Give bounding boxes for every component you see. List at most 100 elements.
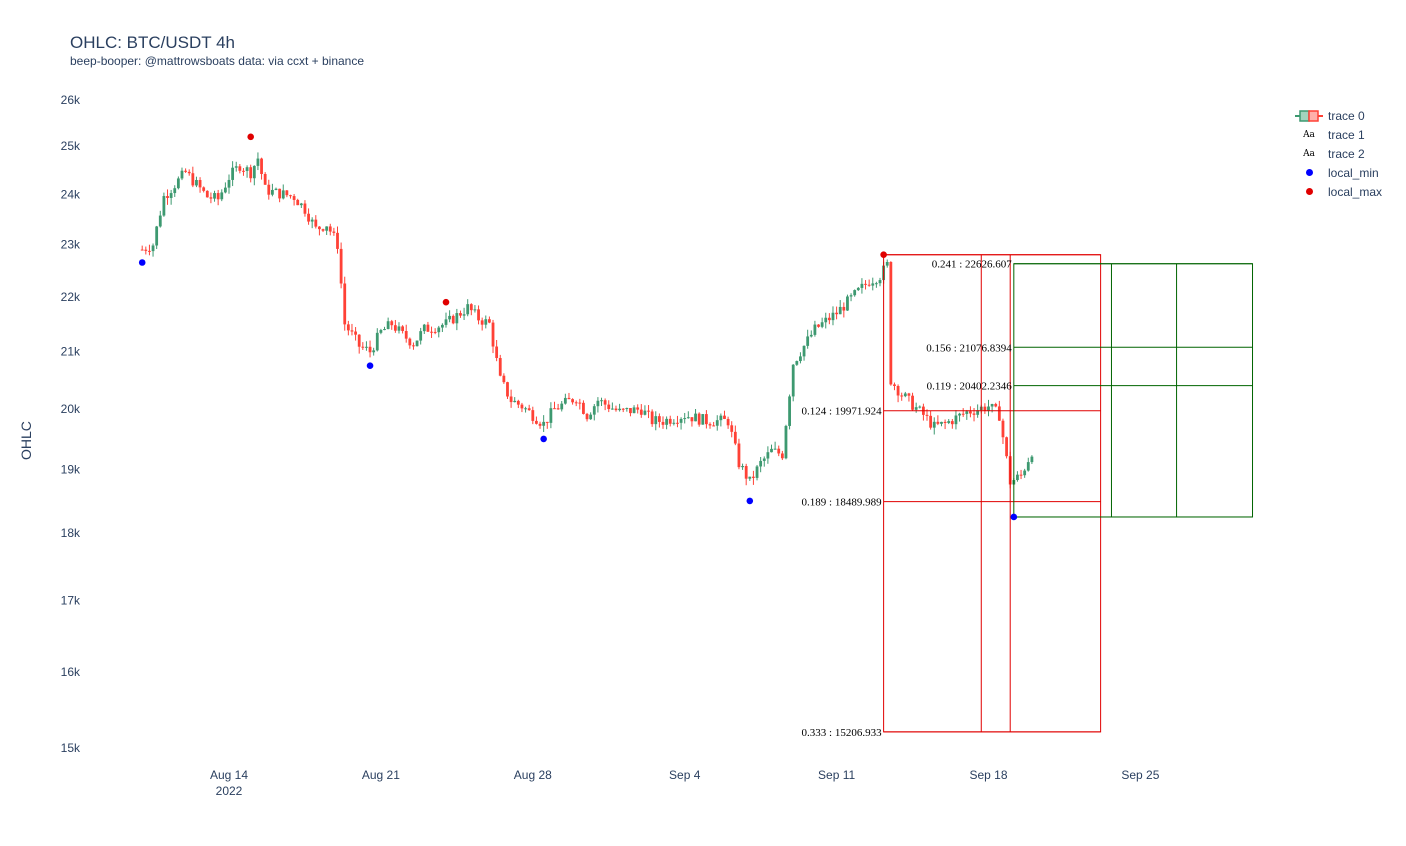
candle-body <box>426 324 430 332</box>
candle-body <box>285 190 289 196</box>
legend[interactable]: trace 0 Aa trace 1 Aa trace 2 local_min … <box>1294 106 1382 201</box>
candle-body <box>885 262 889 266</box>
candle-body <box>216 193 220 200</box>
candle <box>679 417 683 430</box>
dot-icon <box>1294 169 1324 176</box>
candle-body <box>169 193 173 198</box>
candle <box>498 354 502 377</box>
candle-body <box>430 331 433 333</box>
candle-body <box>249 167 253 179</box>
candle <box>853 289 857 297</box>
candle-body <box>983 406 987 411</box>
candle-body <box>245 167 249 171</box>
candle <box>234 161 238 172</box>
candle <box>292 193 296 206</box>
extrema-markers[interactable] <box>138 133 1018 521</box>
x-tick-label: Sep 4 <box>669 768 701 782</box>
candle-body <box>911 395 914 410</box>
candle-body <box>401 326 404 332</box>
candle-body <box>299 203 303 206</box>
candle-body <box>1030 456 1034 463</box>
candle <box>744 463 748 486</box>
candle-body <box>151 245 155 252</box>
legend-item-local-min[interactable]: local_min <box>1294 163 1382 182</box>
candle <box>187 169 191 176</box>
candle-body <box>473 309 477 311</box>
candle <box>256 152 260 171</box>
candle-body <box>158 215 162 227</box>
candle <box>748 476 752 481</box>
candle-body <box>954 415 958 425</box>
candle-body <box>354 331 357 335</box>
candle-body <box>708 424 712 426</box>
candle <box>390 319 394 330</box>
candle-body <box>657 416 661 422</box>
candle-body <box>846 296 849 311</box>
candlestick-series[interactable] <box>140 152 1034 489</box>
candle <box>885 259 889 268</box>
candle <box>169 189 173 205</box>
candle-body <box>198 180 202 188</box>
candle <box>289 194 292 199</box>
candle <box>835 306 838 320</box>
candle <box>846 294 849 311</box>
candle-body <box>936 421 940 424</box>
candle <box>893 382 896 391</box>
candle-body <box>538 423 542 426</box>
candle <box>271 183 274 197</box>
candle <box>610 402 614 410</box>
legend-item-local-max[interactable]: local_max <box>1294 182 1382 201</box>
candle <box>513 397 517 403</box>
candle-body <box>314 219 318 227</box>
x-tick-label: Sep 11 <box>818 768 855 782</box>
candle <box>961 408 965 417</box>
candle <box>198 177 202 193</box>
legend-item-trace-2[interactable]: Aa trace 2 <box>1294 144 1382 163</box>
candle-body <box>506 382 509 397</box>
candle-body <box>665 418 669 425</box>
candle <box>636 404 640 414</box>
candle-body <box>191 173 195 186</box>
candle-body <box>509 396 513 403</box>
candle <box>303 200 307 217</box>
candle <box>278 188 282 203</box>
candle <box>545 421 549 429</box>
legend-item-trace-0[interactable]: trace 0 <box>1294 106 1382 125</box>
candle <box>668 415 672 427</box>
candle-body <box>780 453 784 459</box>
chart-subtitle: beep-booper: @mattrowsboats data: via cc… <box>70 54 365 68</box>
candle-body <box>766 452 770 459</box>
candle-body <box>397 326 401 331</box>
legend-item-trace-1[interactable]: Aa trace 1 <box>1294 125 1382 144</box>
candle <box>249 164 253 183</box>
candle-body <box>726 418 730 426</box>
candle-body <box>187 171 191 174</box>
candle-body <box>842 306 846 311</box>
candle <box>538 421 542 429</box>
candle-body <box>592 406 596 415</box>
candle <box>661 416 665 429</box>
candle <box>683 412 687 424</box>
candle-body <box>690 417 694 422</box>
candle-body <box>545 421 549 423</box>
candle-body <box>965 411 969 414</box>
candle-body <box>918 406 922 408</box>
candle-body <box>1001 420 1005 438</box>
candle-body <box>310 219 314 222</box>
candle <box>173 185 177 197</box>
candle-body <box>603 400 607 405</box>
candle-body <box>817 324 820 327</box>
candle <box>603 398 607 411</box>
candle <box>965 409 969 420</box>
candle <box>994 402 998 408</box>
candle <box>1026 457 1030 472</box>
candle-body <box>856 287 860 291</box>
candle-body <box>448 315 452 320</box>
candle <box>907 392 911 402</box>
candle <box>820 317 824 329</box>
local-min-marker <box>1010 513 1018 521</box>
candle-body <box>744 466 748 479</box>
candle-body <box>853 290 857 296</box>
candle <box>184 168 187 173</box>
